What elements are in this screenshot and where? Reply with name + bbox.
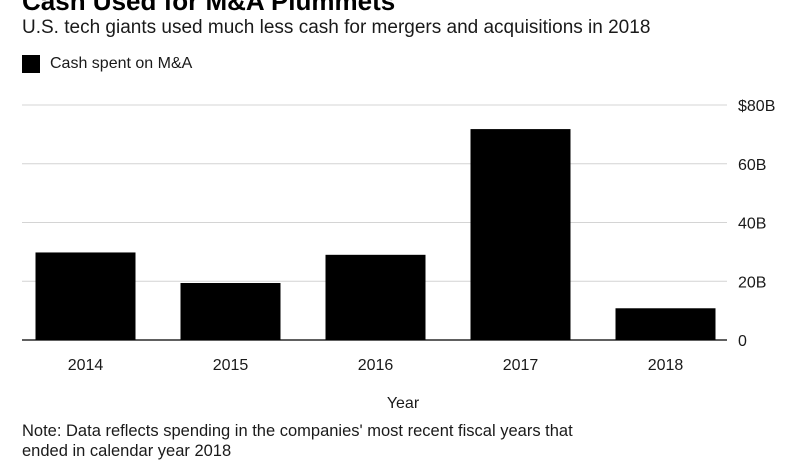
x-tick-label: 2014 — [68, 357, 104, 374]
chart-note-line1: Note: Data reflects spending in the comp… — [22, 422, 573, 440]
chart-note: Note: Data reflects spending in the comp… — [22, 421, 722, 461]
legend-label: Cash spent on M&A — [50, 55, 193, 72]
x-tick-label: 2015 — [213, 357, 249, 374]
bar-chart: 2014 2015 2016 2017 2018 0 20B 40B 60B $80B Year — [22, 98, 775, 412]
chart-subtitle: U.S. tech giants used much less cash for… — [22, 17, 651, 38]
bar-2014 — [35, 252, 136, 340]
x-tick-label: 2018 — [648, 357, 684, 374]
y-tick-label: $80B — [738, 98, 775, 115]
chart-note-line2: ended in calendar year 2018 — [22, 442, 232, 460]
gridlines — [22, 104, 727, 341]
x-tick-label: 2017 — [503, 357, 539, 374]
y-tick-labels: 0 20B 40B 60B $80B — [738, 98, 775, 350]
y-tick-label: 40B — [738, 216, 766, 233]
legend-swatch — [22, 55, 40, 73]
bar-2015 — [180, 283, 281, 340]
bar-2018 — [615, 308, 716, 340]
chart-title: Cash Used for M&A Plummets — [22, 0, 396, 16]
y-tick-label: 0 — [738, 333, 747, 350]
bars — [35, 129, 716, 340]
y-tick-label: 60B — [738, 157, 766, 174]
bar-2017 — [470, 129, 571, 340]
x-axis-label: Year — [387, 395, 420, 412]
x-tick-labels: 2014 2015 2016 2017 2018 — [68, 357, 684, 374]
x-tick-label: 2016 — [358, 357, 394, 374]
bar-2016 — [325, 254, 426, 340]
y-tick-label: 20B — [738, 274, 766, 291]
legend: Cash spent on M&A — [22, 55, 192, 73]
